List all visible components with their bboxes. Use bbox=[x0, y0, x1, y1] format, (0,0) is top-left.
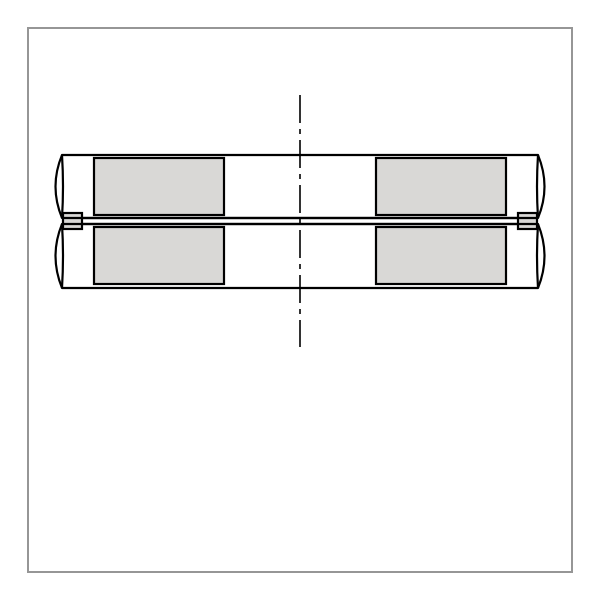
inner-arc-tl bbox=[62, 155, 63, 218]
cage-tab-left bbox=[63, 213, 82, 229]
inner-arc-br bbox=[537, 224, 538, 288]
roller-top-right bbox=[376, 158, 506, 215]
roller-bottom-right bbox=[376, 227, 506, 284]
roller-bottom-left bbox=[94, 227, 224, 284]
inner-arc-bl bbox=[62, 224, 63, 288]
roller-top-left bbox=[94, 158, 224, 215]
inner-arc-tr bbox=[537, 155, 538, 218]
cage-tab-right bbox=[518, 213, 537, 229]
bearing-diagram bbox=[0, 0, 600, 600]
